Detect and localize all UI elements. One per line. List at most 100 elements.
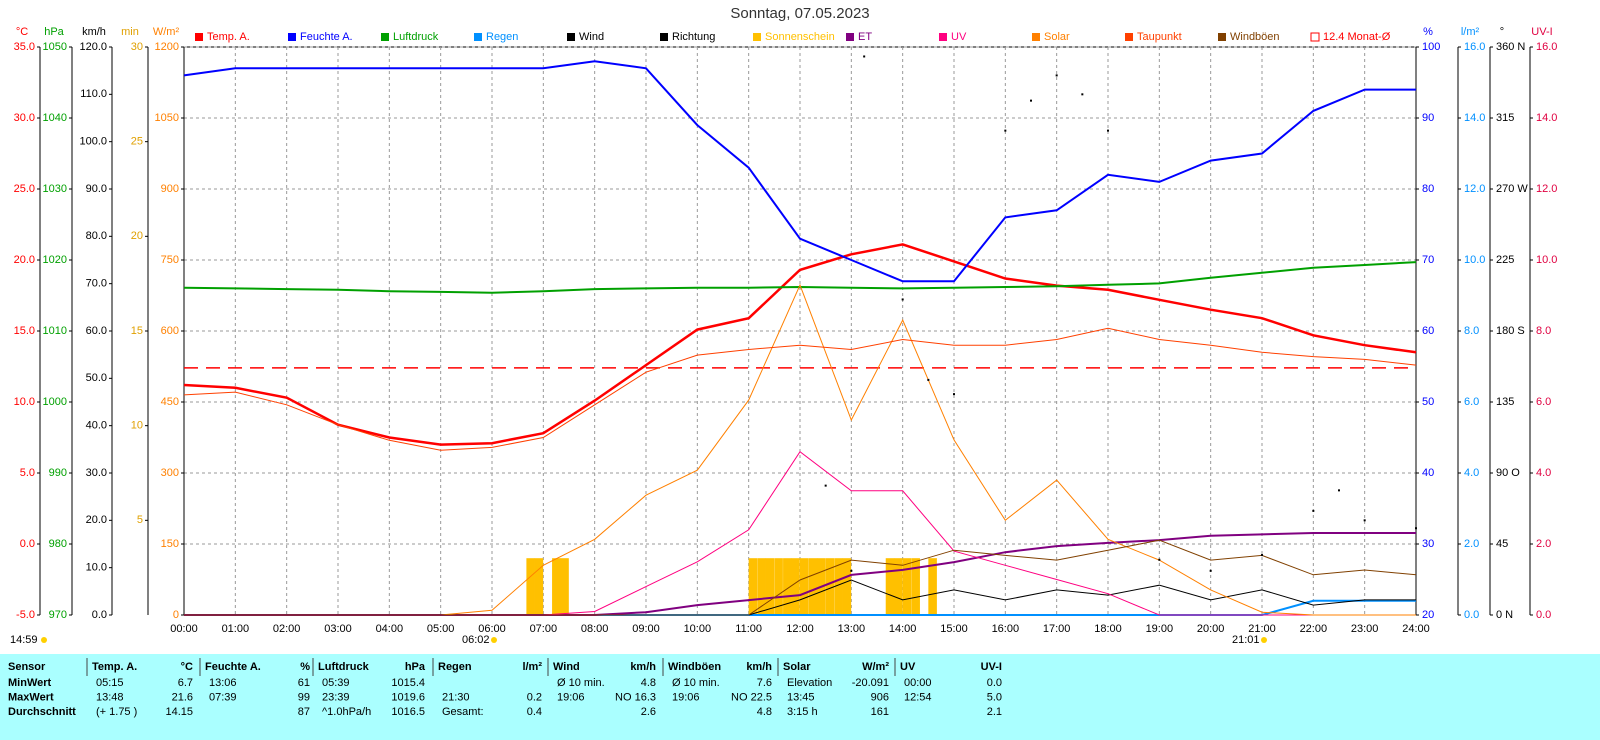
stats-cell: 161 bbox=[871, 706, 889, 718]
y-tick-label: 45 bbox=[1496, 538, 1508, 550]
stats-cell: NO 16.3 bbox=[615, 691, 656, 703]
bar bbox=[834, 558, 843, 615]
stats-row-label: Durchschnitt bbox=[8, 706, 76, 718]
point bbox=[863, 55, 866, 58]
point bbox=[824, 484, 827, 487]
bar bbox=[560, 558, 569, 615]
y-tick-label: 90 O bbox=[1496, 467, 1520, 479]
series-line bbox=[184, 539, 1417, 616]
y-tick-label: 1040 bbox=[43, 112, 67, 124]
y-tick-label: 750 bbox=[161, 254, 179, 266]
stats-cell: Ø 10 min. bbox=[672, 677, 720, 689]
stats-header: Sensor bbox=[8, 661, 46, 673]
stats-cell: 1016.5 bbox=[391, 706, 425, 718]
y-tick-label: 12.0 bbox=[1536, 183, 1557, 195]
y-tick-label: 315 bbox=[1496, 112, 1514, 124]
bar bbox=[791, 558, 800, 615]
y-tick-label: 16.0 bbox=[1464, 41, 1485, 53]
y-tick-label: 5.0 bbox=[20, 467, 35, 479]
stats-header: °C bbox=[181, 661, 193, 673]
legend-swatch bbox=[288, 33, 296, 41]
stats-cell: 87 bbox=[298, 706, 310, 718]
stats-cell: Ø 10 min. bbox=[557, 677, 605, 689]
axis-unit: min bbox=[121, 26, 139, 38]
y-tick-label: 900 bbox=[161, 183, 179, 195]
bar bbox=[552, 558, 561, 615]
y-tick-label: 90 bbox=[1422, 112, 1434, 124]
bar bbox=[765, 558, 775, 615]
legend-swatch bbox=[567, 33, 575, 41]
legend-swatch bbox=[195, 33, 203, 41]
stats-cell: 1015.4 bbox=[391, 677, 425, 689]
legend-swatch bbox=[474, 33, 482, 41]
sun-icon bbox=[41, 637, 47, 643]
stats-cell: 61 bbox=[298, 677, 310, 689]
y-tick-label: 120.0 bbox=[79, 41, 107, 53]
y-tick-label: 150 bbox=[161, 538, 179, 550]
x-tick-label: 09:00 bbox=[632, 623, 660, 635]
y-tick-label: 100 bbox=[1422, 41, 1440, 53]
y-tick-label: 1020 bbox=[43, 254, 67, 266]
stats-cell: 906 bbox=[871, 691, 889, 703]
y-tick-label: 50 bbox=[1422, 396, 1434, 408]
y-tick-label: 14.0 bbox=[1464, 112, 1485, 124]
y-tick-label: 25 bbox=[131, 136, 143, 148]
point bbox=[1363, 519, 1366, 522]
sun-icon bbox=[1261, 637, 1267, 643]
bar bbox=[534, 558, 544, 615]
stats-cell: 0.2 bbox=[527, 691, 542, 703]
stats-cell: 05:15 bbox=[96, 677, 124, 689]
stats-cell: 7.6 bbox=[757, 677, 772, 689]
y-tick-label: 20.0 bbox=[14, 254, 35, 266]
y-tick-label: 0 N bbox=[1496, 609, 1513, 621]
point bbox=[850, 569, 853, 572]
legend-label: Sonnenschein bbox=[765, 31, 835, 43]
legend-swatch bbox=[753, 33, 761, 41]
x-tick-label: 04:00 bbox=[376, 623, 404, 635]
stats-row-label: MinWert bbox=[8, 677, 52, 689]
stats-cell: 2.1 bbox=[987, 706, 1002, 718]
y-tick-label: 15 bbox=[131, 325, 143, 337]
point bbox=[1004, 129, 1007, 132]
y-tick-label: 10.0 bbox=[1464, 254, 1485, 266]
y-tick-label: 30.0 bbox=[86, 467, 107, 479]
y-tick-label: 6.0 bbox=[1536, 396, 1551, 408]
stats-cell: 13:45 bbox=[787, 691, 815, 703]
stats-cell: 2.6 bbox=[641, 706, 656, 718]
point bbox=[1081, 93, 1084, 96]
y-tick-label: 1000 bbox=[43, 396, 67, 408]
x-tick-label: 08:00 bbox=[581, 623, 609, 635]
legend-swatch bbox=[381, 33, 389, 41]
y-tick-label: 270 W bbox=[1496, 183, 1528, 195]
y-tick-label: 2.0 bbox=[1464, 538, 1479, 550]
legend-label: UV bbox=[951, 31, 967, 43]
y-tick-label: 100.0 bbox=[79, 136, 107, 148]
x-tick-label: 22:00 bbox=[1300, 623, 1328, 635]
x-tick-label: 05:00 bbox=[427, 623, 455, 635]
y-tick-label: 0.0 bbox=[20, 538, 35, 550]
y-tick-label: 0 bbox=[173, 609, 179, 621]
point bbox=[1415, 527, 1417, 530]
stats-header: l/m² bbox=[522, 661, 542, 673]
stats-cell: 14.15 bbox=[165, 706, 193, 718]
stats-cell: 0.0 bbox=[987, 677, 1002, 689]
x-tick-label: 23:00 bbox=[1351, 623, 1379, 635]
point bbox=[927, 378, 930, 381]
y-tick-label: 8.0 bbox=[1536, 325, 1551, 337]
stats-header: % bbox=[300, 661, 310, 673]
x-tick-label: 02:00 bbox=[273, 623, 301, 635]
stats-cell: 13:06 bbox=[209, 677, 237, 689]
y-tick-label: 40.0 bbox=[86, 420, 107, 432]
axis-unit: l/m² bbox=[1461, 26, 1480, 38]
stats-cell: Elevation bbox=[787, 677, 832, 689]
y-tick-label: 180 S bbox=[1496, 325, 1525, 337]
y-tick-label: 30.0 bbox=[14, 112, 35, 124]
legend-label: Feuchte A. bbox=[300, 31, 353, 43]
y-tick-label: 25.0 bbox=[14, 183, 35, 195]
stats-cell: 19:06 bbox=[557, 691, 585, 703]
bar bbox=[783, 558, 792, 615]
y-tick-label: 30 bbox=[131, 41, 143, 53]
stats-cell: 19:06 bbox=[672, 691, 700, 703]
stats-cell: 6.7 bbox=[178, 677, 193, 689]
stats-header: Feuchte A. bbox=[205, 661, 261, 673]
